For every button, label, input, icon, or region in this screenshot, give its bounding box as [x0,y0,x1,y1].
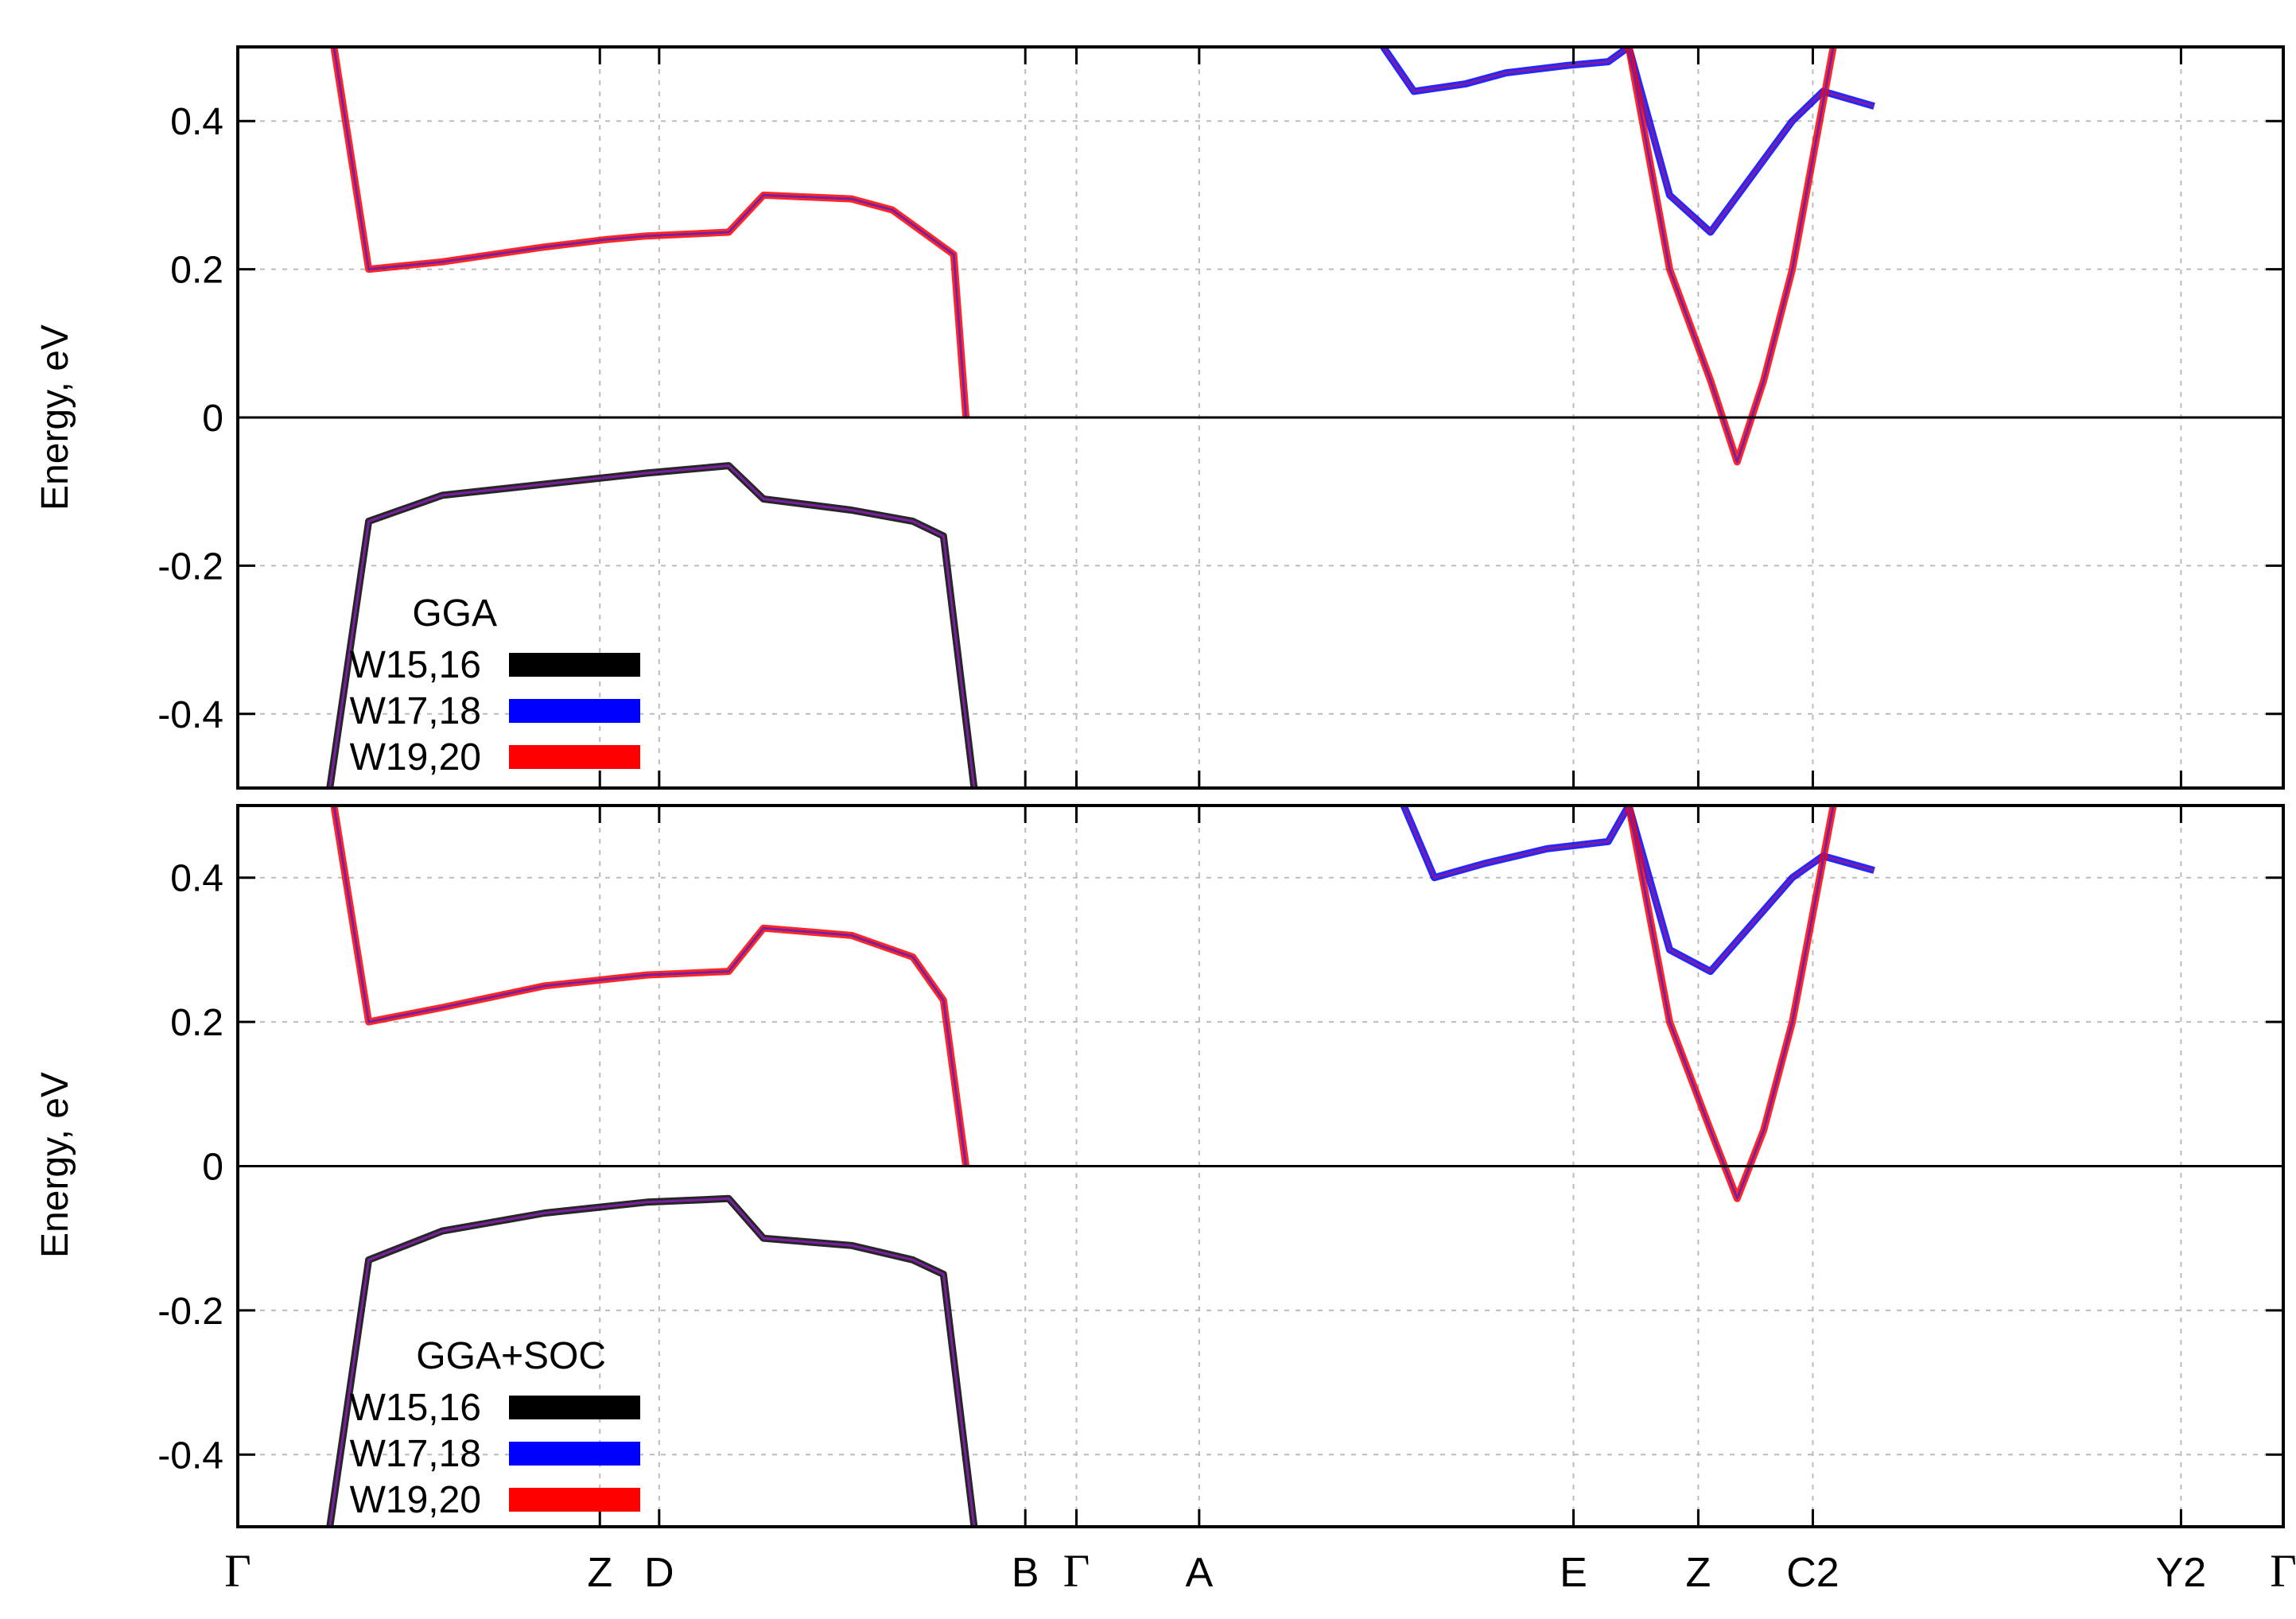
kpoint-label: Γ [224,1545,251,1597]
legend-title: GGA+SOC [416,1335,606,1377]
band-lines [326,47,1875,788]
kpoint-label: A [1185,1550,1213,1596]
y-axis: 0.4 0.2 0 -0.2 -0.4 [157,47,2285,788]
y-tick-label: 0.4 [170,101,223,143]
band-line-0 [332,806,968,1167]
kpoint-label: Γ [1063,1545,1090,1597]
kpoint-label: Z [587,1550,612,1596]
band-weight-3 [1625,806,1837,1202]
y-tick-label: 0 [202,1147,223,1189]
y-axis-label: Energy, eV [34,1072,76,1258]
legend-swatch-w15-16 [509,1396,640,1419]
legend-swatch-w19-20 [509,745,640,769]
y-tick-label: -0.2 [157,1291,223,1333]
legend-swatch-w19-20 [509,1488,640,1512]
y-tick-label: -0.4 [157,694,223,736]
band-weight-0 [330,806,970,1167]
band-line-3 [1627,806,1835,1200]
legend-label-w17-18: W17,18 [350,690,481,732]
x-axis-kpoint-labels: Γ Z D B Γ A E Z C2 Y2 Γ [224,1545,2296,1597]
panel-gga-soc: 0.4 0.2 0 -0.2 -0.4 Energy, eV GGA+SOC W15,1… [34,804,2285,1528]
legend-label-w15-16: W15,16 [350,644,481,686]
band-line-1 [328,464,976,788]
legend-swatch-w17-18 [509,699,640,723]
kpoint-label: Y2 [2156,1550,2207,1596]
y-tick-label: -0.2 [157,545,223,588]
legend-swatch-w17-18 [509,1442,640,1466]
band-line-2 [1382,47,1875,234]
band-line-2 [1402,806,1875,973]
y-tick-label: -0.4 [157,1435,223,1477]
kpoint-label: B [1012,1550,1039,1596]
kpoint-label: C2 [1786,1550,1839,1596]
kpoint-label: Γ [2270,1545,2296,1597]
band-line-1 [328,1197,976,1527]
kpoint-label: D [644,1550,674,1596]
band-weight-2 [1380,47,1875,236]
band-line-0 [332,47,968,418]
y-tick-label: 0.4 [170,858,223,900]
kpoint-label: E [1560,1550,1587,1596]
band-line-3 [1627,47,1835,464]
y-tick-label: 0 [202,398,223,440]
legend-label-w19-20: W19,20 [350,736,481,778]
y-tick-label: 0.2 [170,1002,223,1044]
legend: GGA+SOC W15,16 W17,18 W19,20 [350,1335,640,1521]
kpoint-label: Z [1686,1550,1711,1596]
y-axis: 0.4 0.2 0 -0.2 -0.4 [157,806,2285,1527]
legend-label-w19-20: W19,20 [350,1479,481,1521]
band-weight-0 [330,47,970,418]
legend-swatch-w15-16 [509,653,640,677]
legend-label-w15-16: W15,16 [350,1387,481,1429]
legend-label-w17-18: W17,18 [350,1433,481,1475]
band-lines [326,806,1875,1527]
y-tick-label: 0.2 [170,250,223,292]
legend-title: GGA [412,592,497,635]
panel-gga: 0.4 0.2 0 -0.2 -0.4 Energy, eV GGA W15,16 W1… [34,45,2285,790]
y-axis-label: Energy, eV [34,324,76,511]
legend: GGA W15,16 W17,18 W19,20 [350,592,640,778]
